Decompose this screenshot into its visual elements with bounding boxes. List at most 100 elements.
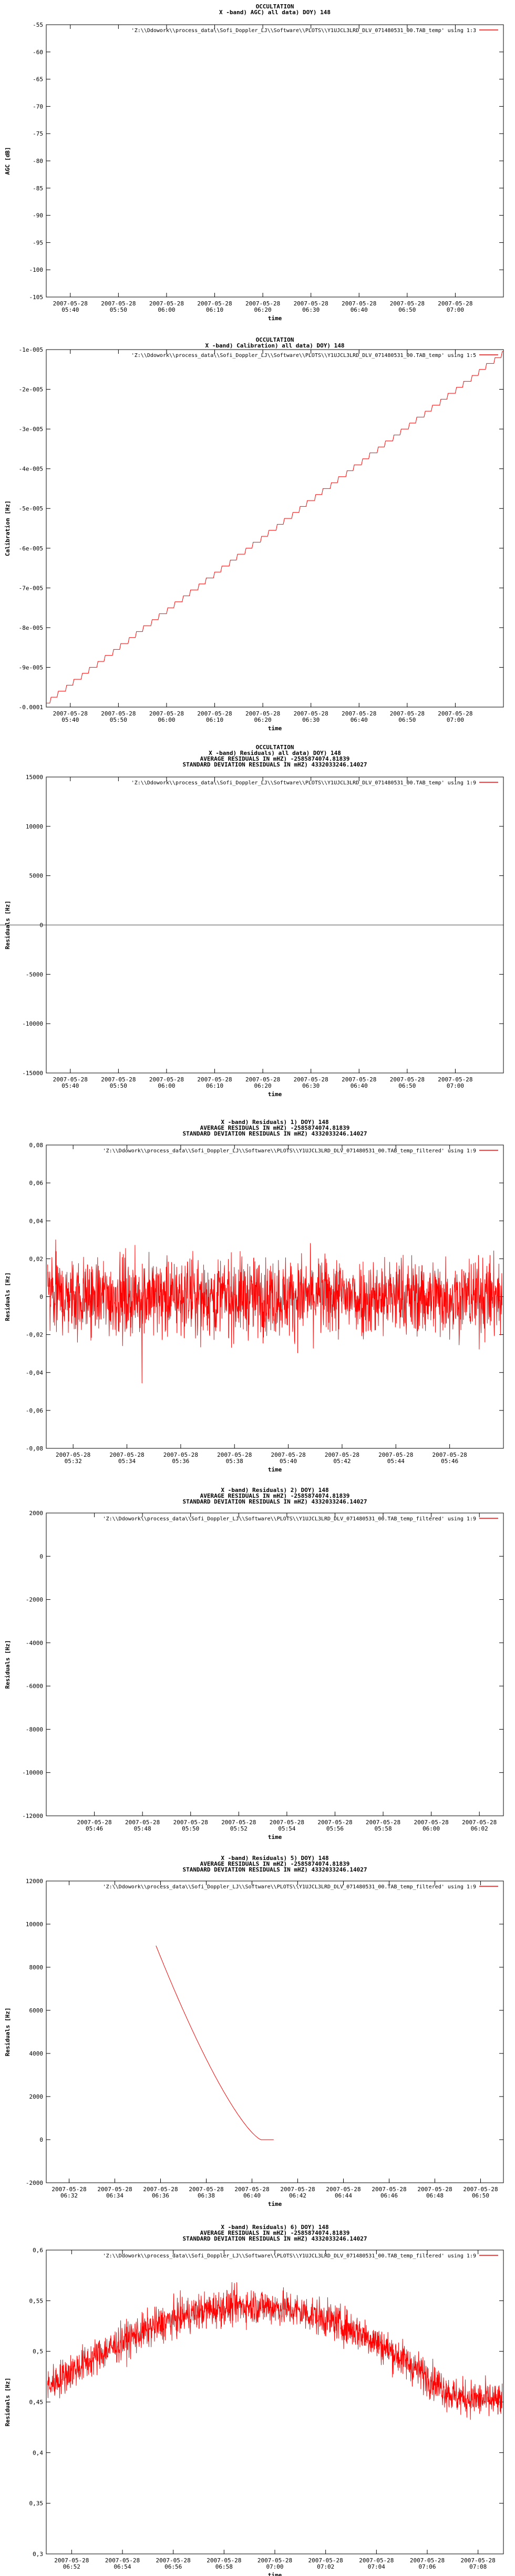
x-tick-label: 07:00 — [447, 1082, 464, 1089]
x-tick-date-label: 2007-05-28 — [378, 1451, 413, 1458]
y-tick-label: -0,02 — [26, 1332, 43, 1338]
legend-entry: 'Z:\\Ddowork\\process_data\\Sofi_Doppler… — [131, 28, 476, 34]
chart-header-line: STANDARD DEVIATION RESIDUALS IN mHZ) 433… — [183, 1130, 367, 1137]
chart-header-line: AVERAGE RESIDUALS IN mHZ) -2585874074.81… — [200, 755, 350, 762]
x-tick-label: 07:04 — [368, 2563, 385, 2570]
x-tick-label: 07:06 — [418, 2563, 436, 2570]
x-tick-date-label: 2007-05-28 — [280, 2186, 315, 2193]
y-tick-label: -0,06 — [26, 1407, 43, 1414]
plot-frame — [46, 2250, 504, 2554]
legend-entry: 'Z:\\Ddowork\\process_data\\Sofi_Doppler… — [103, 1884, 476, 1890]
series-line — [47, 1239, 502, 1384]
y-tick-label: -75 — [33, 130, 43, 137]
y-tick-label: 0,5 — [33, 2348, 43, 2355]
x-tick-date-label: 2007-05-28 — [308, 2557, 343, 2564]
x-tick-date-label: 2007-05-28 — [438, 710, 472, 717]
y-tick-label: 12000 — [26, 1878, 43, 1885]
x-tick-label: 05:48 — [134, 1825, 151, 1832]
x-tick-date-label: 2007-05-28 — [359, 2557, 394, 2564]
y-tick-label: -10000 — [22, 1020, 43, 1027]
legend-entry: 'Z:\\Ddowork\\process_data\\Sofi_Doppler… — [103, 2253, 476, 2259]
x-tick-label: 05:50 — [182, 1825, 199, 1832]
x-tick-date-label: 2007-05-28 — [56, 1451, 90, 1458]
y-tick-label: 5000 — [29, 873, 44, 880]
x-tick-label: 05:40 — [61, 306, 79, 313]
x-tick-date-label: 2007-05-28 — [109, 1451, 144, 1458]
y-tick-label: -55 — [33, 22, 43, 28]
legend-entry: 'Z:\\Ddowork\\process_data\\Sofi_Doppler… — [103, 1148, 476, 1154]
x-tick-date-label: 2007-05-28 — [463, 2186, 498, 2193]
x-tick-label: 05:34 — [118, 1458, 136, 1465]
x-tick-date-label: 2007-05-28 — [197, 1076, 232, 1083]
x-tick-date-label: 2007-05-28 — [105, 2557, 140, 2564]
x-tick-label: 05:44 — [387, 1458, 405, 1465]
x-tick-label: 07:02 — [317, 2563, 334, 2570]
chart-header-line: X -band) Residuals) 1) DOY) 148 — [221, 1119, 328, 1126]
x-tick-label: 06:00 — [158, 1082, 175, 1089]
x-tick-date-label: 2007-05-28 — [245, 1076, 280, 1083]
chart-header-line: OCCULTATION — [256, 336, 294, 343]
x-tick-label: 06:10 — [206, 306, 223, 313]
x-tick-date-label: 2007-05-28 — [366, 1819, 400, 1826]
x-tick-date-label: 2007-05-28 — [342, 1076, 376, 1083]
x-tick-date-label: 2007-05-28 — [101, 300, 136, 307]
x-tick-date-label: 2007-05-28 — [149, 300, 184, 307]
y-tick-label: 0 — [39, 1294, 43, 1301]
x-tick-date-label: 2007-05-28 — [221, 1819, 256, 1826]
y-axis-label: Calibration [Hz] — [4, 500, 11, 556]
x-tick-label: 06:40 — [351, 717, 368, 723]
x-tick-date-label: 2007-05-28 — [462, 1819, 497, 1826]
x-tick-date-label: 2007-05-28 — [438, 300, 472, 307]
y-tick-label: -100 — [29, 267, 44, 273]
legend-entry: 'Z:\\Ddowork\\process_data\\Sofi_Doppler… — [131, 780, 476, 786]
y-tick-label: 15000 — [26, 774, 43, 781]
x-tick-date-label: 2007-05-28 — [390, 1076, 425, 1083]
y-tick-label: -15000 — [22, 1070, 43, 1077]
y-tick-label: 0,4 — [33, 2449, 43, 2456]
y-tick-label: -4e-005 — [19, 466, 43, 473]
y-tick-label: -5e-005 — [19, 505, 43, 512]
y-axis-label: Residuals [Hz] — [4, 1640, 11, 1689]
y-tick-label: 0,6 — [33, 2247, 43, 2254]
x-tick-date-label: 2007-05-28 — [438, 1076, 472, 1083]
y-tick-label: -80 — [33, 158, 43, 165]
x-tick-label: 06:40 — [351, 306, 368, 313]
x-tick-date-label: 2007-05-28 — [234, 2186, 269, 2193]
x-tick-label: 06:54 — [114, 2563, 131, 2570]
y-tick-label: -90 — [33, 212, 43, 219]
chart-header-line: X -band) Calibration) all data) DOY) 148 — [205, 342, 345, 349]
x-axis-label: time — [268, 1834, 282, 1841]
x-tick-date-label: 2007-05-28 — [294, 1076, 328, 1083]
chart-header-line: AVERAGE RESIDUALS IN mHZ) -2585874074.81… — [200, 1861, 350, 1867]
x-tick-date-label: 2007-05-28 — [125, 1819, 160, 1826]
y-tick-label: -8000 — [26, 1726, 43, 1733]
x-tick-date-label: 2007-05-28 — [53, 300, 88, 307]
x-tick-date-label: 2007-05-28 — [217, 1451, 252, 1458]
x-tick-label: 06:30 — [302, 306, 320, 313]
y-tick-label: -12000 — [22, 1813, 43, 1819]
y-tick-label: -0,04 — [26, 1369, 43, 1376]
x-tick-date-label: 2007-05-28 — [54, 2557, 89, 2564]
x-tick-date-label: 2007-05-28 — [410, 2557, 445, 2564]
x-tick-date-label: 2007-05-28 — [163, 1451, 198, 1458]
x-tick-label: 07:08 — [469, 2563, 487, 2570]
x-tick-label: 06:32 — [60, 2192, 78, 2199]
y-tick-label: 0,06 — [29, 1180, 44, 1187]
chart-header-line: AVERAGE RESIDUALS IN mHZ) -2585874074.81… — [200, 2230, 350, 2236]
chart-header-line: X -band) AGC) all data) DOY) 148 — [219, 9, 331, 16]
y-tick-label: 0,08 — [29, 1142, 44, 1149]
x-tick-label: 06:34 — [106, 2192, 123, 2199]
x-tick-label: 05:56 — [326, 1825, 344, 1832]
x-tick-date-label: 2007-05-28 — [143, 2186, 178, 2193]
y-tick-label: 2000 — [29, 1510, 44, 1517]
x-tick-label: 06:50 — [472, 2192, 489, 2199]
y-tick-label: 0 — [39, 1553, 43, 1560]
x-tick-label: 06:50 — [398, 1082, 416, 1089]
x-tick-label: 06:30 — [302, 1082, 320, 1089]
y-tick-label: -2000 — [26, 2180, 43, 2186]
x-tick-label: 06:46 — [380, 2192, 398, 2199]
legend-entry: 'Z:\\Ddowork\\process_data\\Sofi_Doppler… — [103, 1516, 476, 1522]
